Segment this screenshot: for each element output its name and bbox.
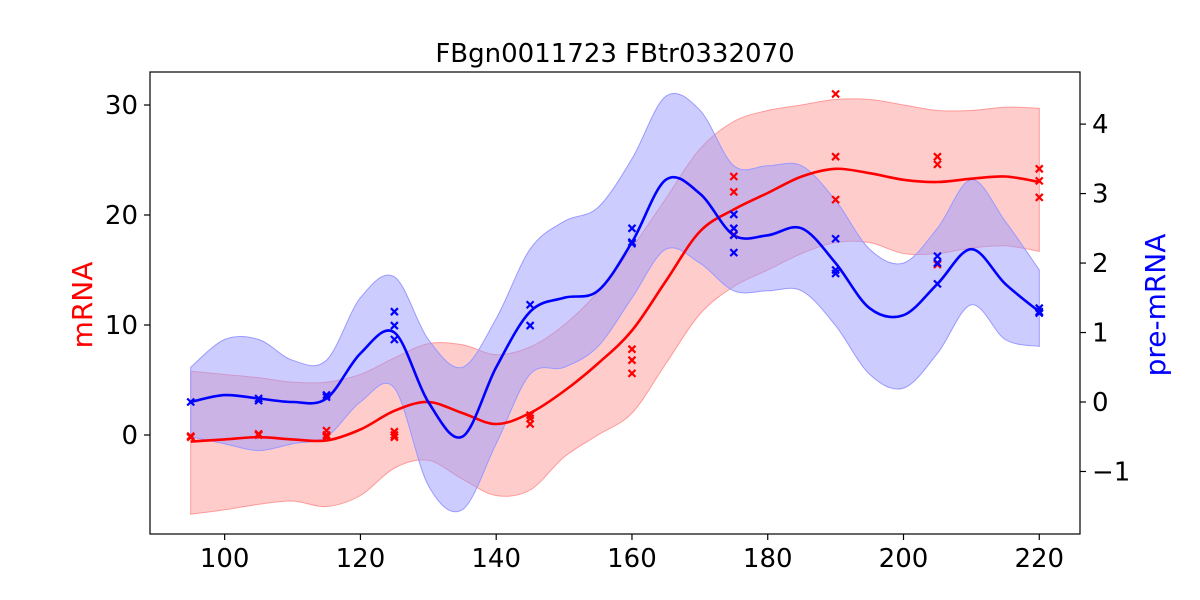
data-point-mrna bbox=[1034, 193, 1044, 202]
y-left-tick-label: 20 bbox=[105, 201, 138, 231]
data-point-mrna bbox=[627, 355, 637, 365]
y-right-tick-label: 3 bbox=[1092, 180, 1109, 210]
y-axis-left: 0 10 20 30 bbox=[105, 91, 150, 451]
mean-line-pre-mrna bbox=[190, 175, 1041, 439]
y-axis-left-label: mRNA bbox=[66, 262, 99, 349]
data-point-pre-mrna bbox=[390, 335, 399, 344]
x-tick-label: 200 bbox=[879, 544, 929, 574]
data-point-mrna bbox=[831, 152, 840, 161]
data-point-mrna bbox=[254, 429, 263, 439]
data-point-mrna bbox=[627, 369, 637, 378]
data-point-pre-mrna bbox=[525, 300, 535, 310]
data-point-pre-mrna bbox=[729, 224, 739, 233]
data-point-pre-mrna bbox=[831, 269, 840, 278]
data-point-pre-mrna bbox=[933, 279, 942, 289]
y-left-tick-label: 10 bbox=[105, 311, 138, 341]
data-point-mrna bbox=[322, 430, 331, 440]
y-right-tick-label: 2 bbox=[1092, 249, 1109, 279]
y-right-tick-label: 1 bbox=[1092, 319, 1109, 349]
y-axis-right: −1 0 1 2 3 4 bbox=[1080, 110, 1130, 487]
chart-title: FBgn0011723 FBtr0332070 bbox=[435, 39, 794, 69]
x-tick-label: 120 bbox=[336, 544, 386, 574]
y-right-tick-label: −1 bbox=[1092, 457, 1130, 487]
plot-frame bbox=[149, 71, 1081, 535]
data-point-mrna bbox=[933, 160, 942, 169]
data-point-mrna bbox=[1034, 164, 1044, 174]
data-point-mrna bbox=[186, 432, 196, 442]
y-left-tick-label: 30 bbox=[105, 91, 138, 121]
data-point-pre-mrna bbox=[254, 394, 263, 403]
x-axis: 100 120 140 160 180 200 220 bbox=[200, 534, 1064, 574]
x-tick-label: 160 bbox=[607, 544, 657, 574]
data-point-pre-mrna bbox=[390, 307, 399, 316]
data-point-pre-mrna bbox=[254, 396, 263, 405]
data-point-pre-mrna bbox=[933, 251, 942, 261]
data-point-mrna bbox=[831, 195, 840, 204]
data-point-mrna bbox=[627, 344, 637, 354]
data-point-mrna bbox=[933, 152, 942, 161]
data-point-mrna bbox=[390, 432, 399, 442]
x-tick-label: 220 bbox=[1014, 544, 1064, 574]
data-point-mrna bbox=[322, 432, 331, 442]
data-point-pre-mrna bbox=[525, 321, 535, 330]
data-point-pre-mrna bbox=[729, 230, 739, 240]
data-point-mrna bbox=[390, 430, 399, 440]
data-point-mrna bbox=[525, 414, 535, 423]
data-point-pre-mrna bbox=[831, 234, 840, 244]
confidence-bands bbox=[190, 92, 1040, 515]
y-left-tick-label: 0 bbox=[121, 421, 138, 451]
y-right-tick-label: 0 bbox=[1092, 388, 1109, 418]
x-tick-label: 100 bbox=[200, 544, 250, 574]
data-point-pre-mrna bbox=[1034, 308, 1044, 318]
data-point-pre-mrna bbox=[729, 210, 739, 219]
data-point-pre-mrna bbox=[933, 258, 942, 268]
data-point-mrna bbox=[1034, 176, 1044, 186]
x-tick-label: 180 bbox=[743, 544, 793, 574]
y-right-tick-label: 4 bbox=[1092, 110, 1109, 140]
data-point-mrna bbox=[831, 89, 840, 99]
data-point-mrna bbox=[729, 172, 739, 181]
y-axis-right-label: pre-mRNA bbox=[1139, 234, 1172, 377]
data-point-pre-mrna bbox=[186, 397, 196, 407]
data-point-pre-mrna bbox=[729, 248, 739, 257]
data-point-pre-mrna bbox=[322, 392, 331, 402]
data-point-pre-mrna bbox=[627, 239, 637, 248]
data-point-pre-mrna bbox=[322, 390, 331, 400]
data-point-pre-mrna bbox=[627, 224, 637, 233]
data-point-pre-mrna bbox=[390, 321, 399, 330]
x-tick-label: 140 bbox=[471, 544, 521, 574]
data-point-mrna bbox=[729, 187, 739, 197]
observations bbox=[186, 89, 1044, 442]
